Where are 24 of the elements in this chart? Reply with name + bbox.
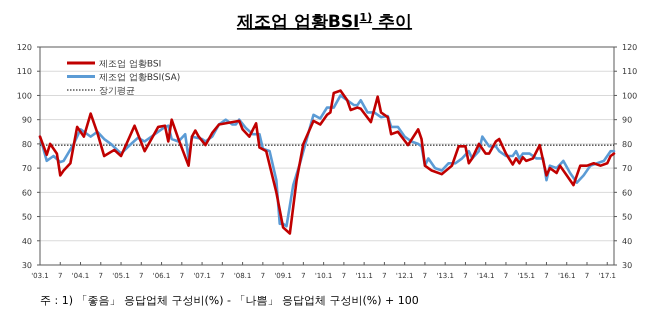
y-tick-label: 90 [22, 116, 32, 125]
y-tick-label: 30 [22, 261, 32, 270]
y-tick-label: 120 [16, 43, 32, 52]
y2-tick-label: 30 [622, 261, 632, 270]
y2-tick-label: 40 [622, 236, 632, 246]
y2-tick-label: 90 [622, 116, 632, 125]
y-tick-label: 80 [22, 140, 32, 149]
text: 주 : 1) 「좋음」 응답업체 구성비(%) - 「나쁨」 응답업체 구성비(%) + 100 [40, 294, 419, 307]
y-tick-label: 50 [22, 212, 32, 222]
legend-label: 제조업 업황BSI(SA) [99, 73, 180, 83]
y2-tick-label: 70 [622, 164, 632, 174]
legend-label: 제조업 업황BSI [99, 60, 162, 70]
y2-tick-label: 110 [622, 67, 638, 76]
legend-label: 장기평균 [99, 86, 135, 96]
y-tick-label: 60 [22, 188, 32, 198]
y-tick-label: 40 [22, 236, 32, 246]
y-tick-label: 70 [22, 164, 32, 174]
y2-tick-label: 50 [622, 212, 632, 222]
y2-tick-label: 80 [622, 140, 632, 149]
y2-tick-label: 100 [622, 91, 638, 100]
y-tick-label: 110 [16, 67, 32, 76]
y2-tick-label: 120 [622, 43, 638, 52]
y2-tick-label: 60 [622, 188, 632, 198]
y-tick-label: 100 [16, 91, 32, 100]
